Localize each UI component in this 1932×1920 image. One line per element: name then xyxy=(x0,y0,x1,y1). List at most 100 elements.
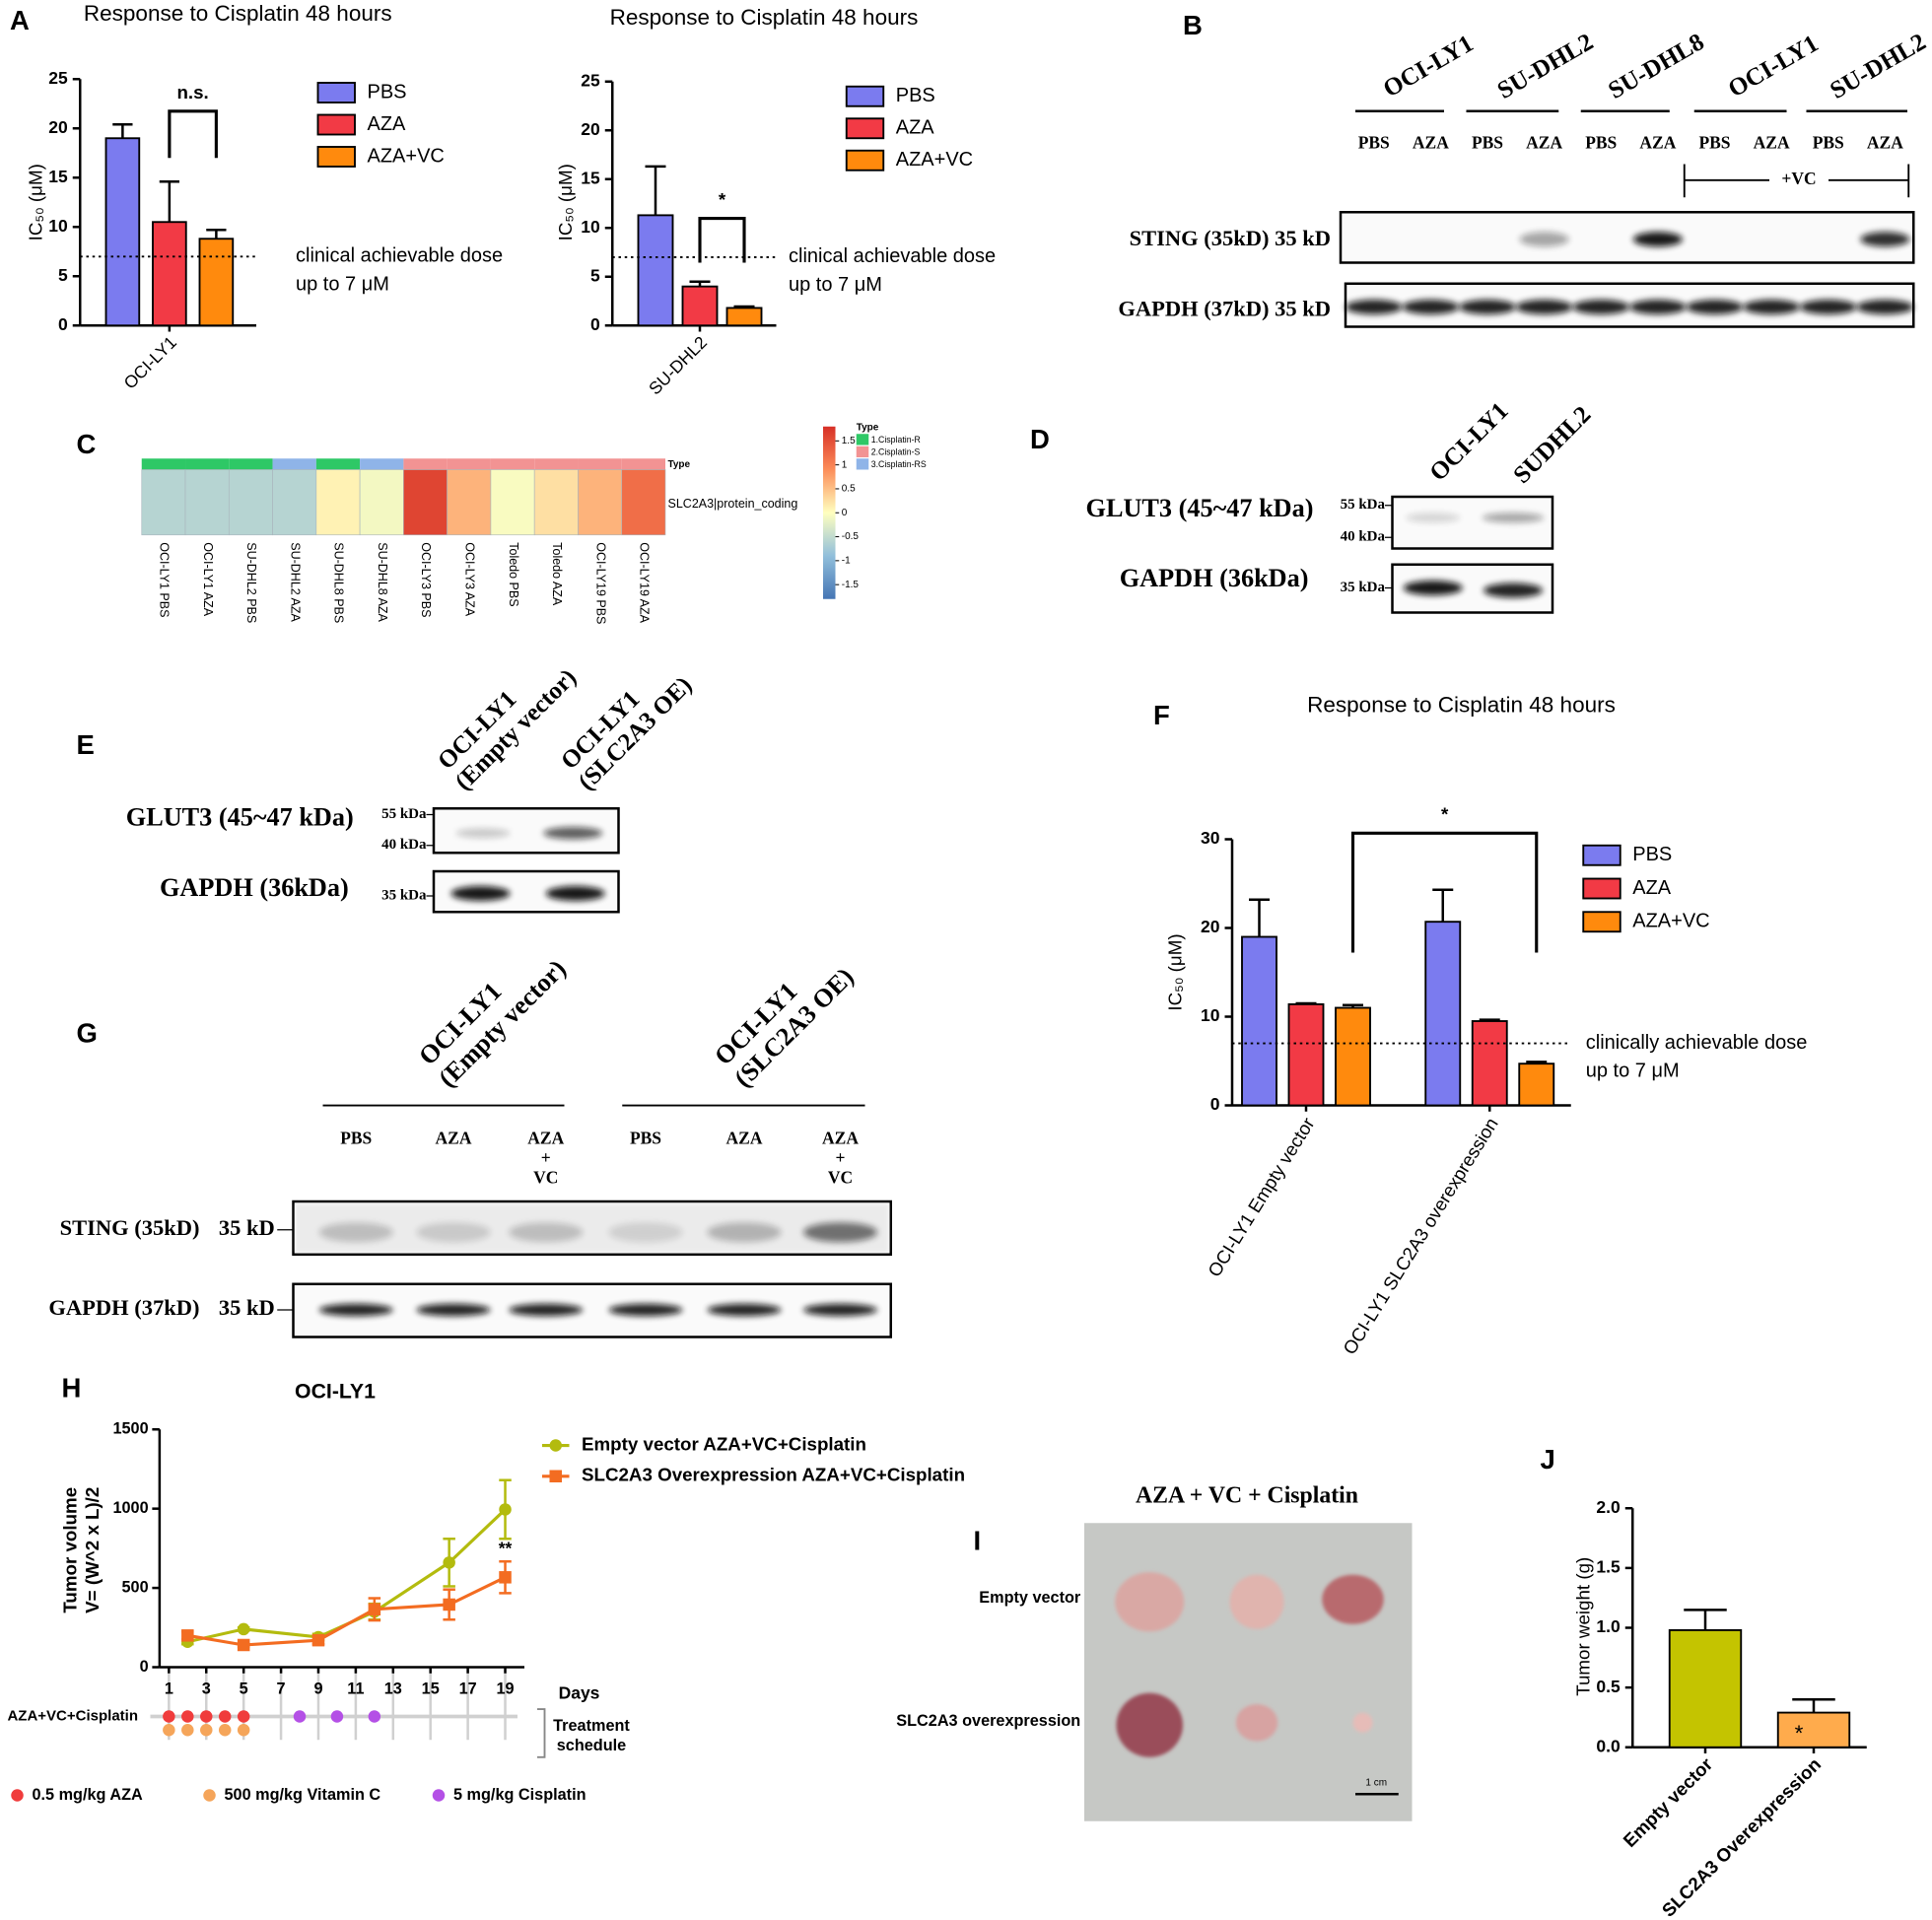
legend-label: AZA xyxy=(1632,877,1672,899)
y-tick-label: 1500 xyxy=(112,1420,148,1438)
dose-dot xyxy=(237,1724,250,1737)
band xyxy=(1484,583,1543,598)
lane-label: AZA xyxy=(726,1129,763,1148)
legend-label: PBS xyxy=(1632,844,1672,865)
marker xyxy=(368,1603,381,1616)
x-tick-label: 9 xyxy=(313,1680,322,1697)
scale-label: 1 cm xyxy=(1365,1778,1387,1789)
legend-label: AZA xyxy=(368,113,407,135)
band xyxy=(1572,300,1629,314)
panel-label: I xyxy=(974,1526,982,1556)
heatmap-cell xyxy=(403,469,448,536)
band xyxy=(1482,513,1545,523)
sample-label: SUDHL2 xyxy=(1508,401,1596,489)
dose-dot xyxy=(200,1724,213,1737)
band xyxy=(1459,300,1516,314)
marker xyxy=(443,1556,455,1569)
legend-label: PBS xyxy=(368,81,407,103)
reference-label: up to 7 μM xyxy=(296,273,389,295)
bar xyxy=(104,137,141,327)
y-tick-label: 0 xyxy=(1210,1094,1220,1114)
bar xyxy=(1287,1002,1325,1107)
band xyxy=(450,886,511,901)
x-tick-label: OCI-LY1 Empty vector xyxy=(1204,1114,1318,1280)
band xyxy=(1686,300,1744,314)
colorbar-label: 1.5 xyxy=(842,436,856,446)
y-axis-label: IC₅₀ (μM) xyxy=(555,164,576,240)
dose-dot xyxy=(330,1710,344,1723)
heatmap-cell xyxy=(621,469,666,536)
type-cell xyxy=(578,458,622,470)
type-cell xyxy=(490,458,535,470)
marker xyxy=(443,1598,455,1611)
row-label: STING (35kD) xyxy=(60,1215,200,1240)
blot-box xyxy=(1391,495,1554,550)
marker-label: 55 kDa xyxy=(381,806,427,822)
type-cell xyxy=(403,458,448,470)
y-tick-label: 10 xyxy=(581,217,600,237)
lane-label: AZA xyxy=(436,1129,472,1148)
tumor xyxy=(1322,1574,1384,1624)
band xyxy=(1632,232,1683,247)
legend-swatch xyxy=(856,434,869,446)
sample-label: OCI-LY1 xyxy=(1424,397,1513,486)
x-tick-label: OCI-LY1 SLC2A3 overexpression xyxy=(1339,1114,1502,1358)
heatmap-cell xyxy=(533,469,579,536)
column-label: OCI-LY3 PBS xyxy=(419,542,433,617)
lane-label: AZA xyxy=(1526,133,1562,153)
dose-dot xyxy=(181,1710,194,1723)
marker xyxy=(237,1622,250,1636)
chart-title: Response to Cisplatin 48 hours xyxy=(84,1,392,26)
y-tick-label: 0 xyxy=(58,314,68,334)
tumor xyxy=(1115,1572,1185,1632)
background xyxy=(296,1203,889,1253)
legend-swatch xyxy=(316,146,356,168)
legend-label: 0.5 mg/kg AZA xyxy=(33,1786,144,1804)
lane-label: VC xyxy=(533,1168,558,1188)
lane-label: PBS xyxy=(340,1129,372,1148)
dose-dot xyxy=(200,1710,213,1723)
x-tick-label: 11 xyxy=(347,1680,364,1697)
dose-dot xyxy=(293,1710,307,1723)
marker xyxy=(311,1633,325,1647)
x-tick-label: 19 xyxy=(496,1680,514,1697)
schedule-title: Treatment xyxy=(553,1717,630,1735)
band xyxy=(608,1303,683,1317)
band xyxy=(803,1222,877,1243)
reference-label: up to 7 μM xyxy=(1586,1061,1680,1082)
row-label: SLC2A3 overexpression xyxy=(896,1712,1080,1730)
lane-label: AZA xyxy=(822,1129,859,1148)
legend-swatch xyxy=(316,82,356,103)
legend-swatch xyxy=(856,458,869,470)
band xyxy=(1743,300,1800,314)
annotation: ** xyxy=(499,1538,513,1557)
bracket xyxy=(1683,164,1910,198)
column-label: OCI-LY1 AZA xyxy=(201,542,215,616)
type-cell xyxy=(360,458,404,470)
bar xyxy=(1668,1628,1743,1749)
band xyxy=(1406,513,1461,523)
legend-swatch xyxy=(1582,844,1622,866)
legend-label: AZA+VC xyxy=(896,149,973,171)
y-axis-label: Tumor volume xyxy=(59,1487,80,1613)
cell-line-label: OCI-LY1 xyxy=(1379,31,1479,103)
chart-title: Response to Cisplatin 48 hours xyxy=(1307,692,1616,717)
marker xyxy=(549,1439,562,1452)
dose-dot xyxy=(237,1710,250,1723)
significance-bracket xyxy=(1350,831,1539,953)
x-tick-label: 7 xyxy=(277,1680,286,1697)
y-tick-label: 20 xyxy=(1201,917,1220,936)
band xyxy=(1346,300,1403,314)
bar xyxy=(198,238,235,327)
tumor xyxy=(1229,1574,1284,1629)
x-tick-label: OCI-LY1 xyxy=(120,332,180,392)
band xyxy=(416,1303,491,1317)
band xyxy=(1515,300,1573,314)
type-cell xyxy=(185,458,230,470)
y-tick-label: 20 xyxy=(48,117,68,137)
y-axis-label: IC₅₀ (μM) xyxy=(25,164,45,240)
y-tick-label: 0.5 xyxy=(1596,1677,1621,1696)
panel-label: B xyxy=(1183,10,1203,40)
legend-label: 500 mg/kg Vitamin C xyxy=(225,1786,381,1804)
significance-label: n.s. xyxy=(176,82,208,103)
